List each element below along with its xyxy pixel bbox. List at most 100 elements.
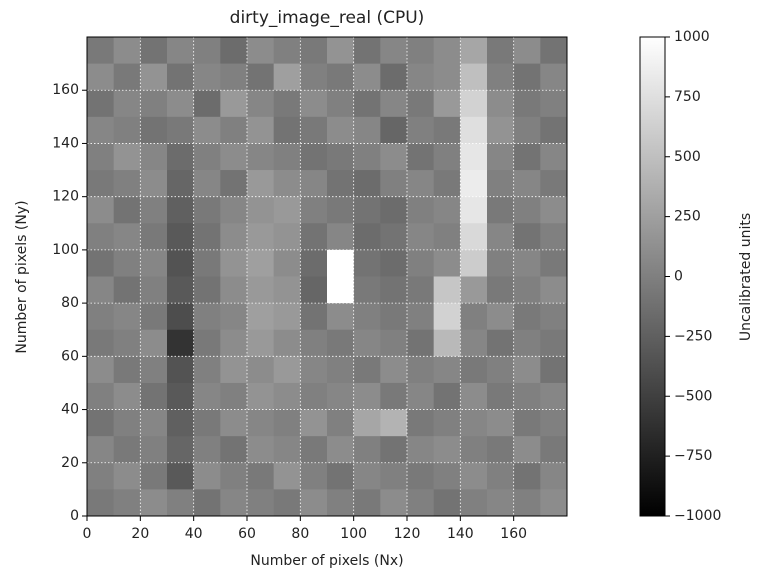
pixel-cell bbox=[433, 382, 461, 411]
pixel-cell bbox=[353, 489, 381, 517]
pixel-cell bbox=[113, 489, 141, 517]
pixel-cell bbox=[353, 170, 381, 198]
pixel-cell bbox=[167, 356, 195, 384]
pixel-cell bbox=[460, 462, 488, 490]
pixel-cell bbox=[140, 409, 168, 437]
colorbar bbox=[639, 36, 666, 517]
pixel-cell bbox=[407, 249, 435, 277]
pixel-cell bbox=[193, 90, 221, 118]
pixel-cell bbox=[247, 303, 275, 331]
pixel-cell bbox=[407, 276, 435, 304]
pixel-cell bbox=[433, 223, 461, 251]
pixel-cell bbox=[273, 223, 301, 251]
x-tick-label: 20 bbox=[131, 526, 149, 542]
pixel-cell bbox=[380, 196, 408, 224]
pixel-cell bbox=[460, 143, 488, 171]
pixel-cell bbox=[87, 37, 115, 65]
pixel-cell bbox=[113, 249, 141, 277]
pixel-cell bbox=[540, 329, 568, 357]
pixel-cell bbox=[220, 196, 248, 224]
pixel-cell bbox=[247, 382, 275, 411]
pixel-cell bbox=[220, 489, 248, 517]
pixel-cell bbox=[353, 223, 381, 251]
pixel-cell bbox=[220, 223, 248, 251]
pixel-cell bbox=[167, 143, 195, 171]
pixel-cell bbox=[113, 37, 141, 65]
pixel-cell bbox=[460, 37, 488, 65]
pixel-cell bbox=[513, 37, 541, 65]
pixel-cell bbox=[540, 276, 568, 304]
pixel-cell bbox=[140, 116, 168, 144]
pixel-cell bbox=[460, 116, 488, 144]
pixel-cell bbox=[220, 170, 248, 198]
pixel-cell bbox=[247, 170, 275, 198]
pixel-cell bbox=[433, 436, 461, 464]
pixel-cell bbox=[300, 143, 328, 171]
pixel-cell bbox=[300, 63, 328, 91]
pixel-cell bbox=[273, 382, 301, 411]
pixel-cell bbox=[487, 436, 515, 464]
pixel-cell bbox=[140, 489, 168, 517]
pixel-cell bbox=[273, 489, 301, 517]
pixel-cell bbox=[327, 223, 355, 251]
pixel-cell bbox=[220, 90, 248, 118]
x-tick-label: 80 bbox=[291, 526, 309, 542]
pixel-cell bbox=[460, 223, 488, 251]
pixel-cell bbox=[540, 436, 568, 464]
pixel-cell bbox=[273, 196, 301, 224]
pixel-cell bbox=[273, 63, 301, 91]
pixel-cell bbox=[433, 116, 461, 144]
y-tick-label: 140 bbox=[52, 135, 79, 151]
pixel-cell bbox=[140, 223, 168, 251]
pixel-cell bbox=[513, 329, 541, 357]
pixel-cell bbox=[87, 170, 115, 198]
pixel-cell bbox=[87, 303, 115, 331]
pixel-cell bbox=[433, 329, 461, 357]
pixel-cell bbox=[167, 329, 195, 357]
pixel-cell bbox=[487, 382, 515, 411]
pixel-cell bbox=[113, 382, 141, 411]
pixel-cell bbox=[380, 356, 408, 384]
pixel-cell bbox=[513, 249, 541, 277]
pixel-cell bbox=[327, 90, 355, 118]
pixel-cell bbox=[113, 116, 141, 144]
y-tick-label: 40 bbox=[61, 402, 79, 418]
pixel-cell bbox=[540, 409, 568, 437]
pixel-cell bbox=[460, 170, 488, 198]
pixel-cell bbox=[460, 489, 488, 517]
pixel-cell bbox=[193, 223, 221, 251]
pixel-cell bbox=[247, 196, 275, 224]
pixel-cell bbox=[300, 37, 328, 65]
pixel-cell bbox=[540, 90, 568, 118]
pixel-cell bbox=[247, 63, 275, 91]
pixel-cell bbox=[353, 276, 381, 304]
pixel-cell bbox=[433, 409, 461, 437]
pixel-cell bbox=[460, 249, 488, 277]
pixel-cell bbox=[487, 462, 515, 490]
pixel-cell bbox=[247, 436, 275, 464]
pixel-cell bbox=[273, 170, 301, 198]
pixel-cell bbox=[327, 303, 355, 331]
pixel-cell bbox=[433, 249, 461, 277]
pixel-cell bbox=[487, 196, 515, 224]
pixel-cell bbox=[433, 489, 461, 517]
pixel-cell bbox=[460, 196, 488, 224]
pixel-cell bbox=[220, 382, 248, 411]
pixel-cell bbox=[513, 223, 541, 251]
pixel-cell bbox=[460, 382, 488, 411]
pixel-cell bbox=[540, 170, 568, 198]
pixel-cell bbox=[87, 143, 115, 171]
pixel-cell bbox=[407, 90, 435, 118]
colorbar-tick-label: 250 bbox=[674, 209, 701, 225]
pixel-cell bbox=[513, 489, 541, 517]
pixel-cell bbox=[433, 462, 461, 490]
pixel-cell bbox=[193, 382, 221, 411]
pixel-cell bbox=[433, 356, 461, 384]
pixel-cell bbox=[407, 143, 435, 171]
pixel-cell bbox=[353, 436, 381, 464]
plot-frame bbox=[86, 36, 568, 517]
pixel-cell bbox=[300, 489, 328, 517]
pixel-cell bbox=[193, 303, 221, 331]
x-tick-label: 60 bbox=[238, 526, 256, 542]
y-tick-label: 100 bbox=[52, 242, 79, 258]
